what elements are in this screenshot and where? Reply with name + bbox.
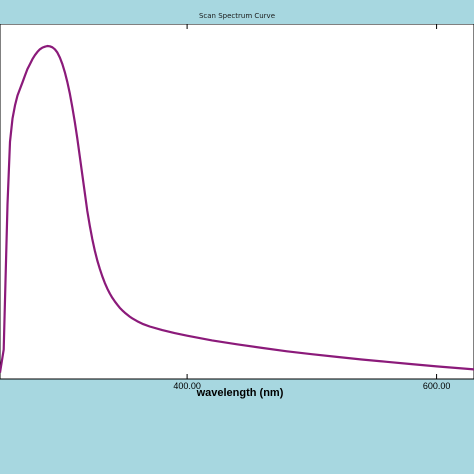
spectrum-chart: 400.00 600.00 wavelength (nm) xyxy=(0,24,474,399)
spectrum-curve xyxy=(0,44,474,373)
plot-area: 400.00 600.00 wavelength (nm) xyxy=(0,24,474,404)
x-axis-label: wavelength (nm) xyxy=(196,387,284,399)
x-tick-label: 600.00 xyxy=(423,381,451,391)
x-tick-label: 400.00 xyxy=(173,381,201,391)
plot-background xyxy=(0,24,474,380)
x-axis: 400.00 600.00 xyxy=(173,24,450,391)
chart-title: Scan Spectrum Curve xyxy=(198,12,276,20)
